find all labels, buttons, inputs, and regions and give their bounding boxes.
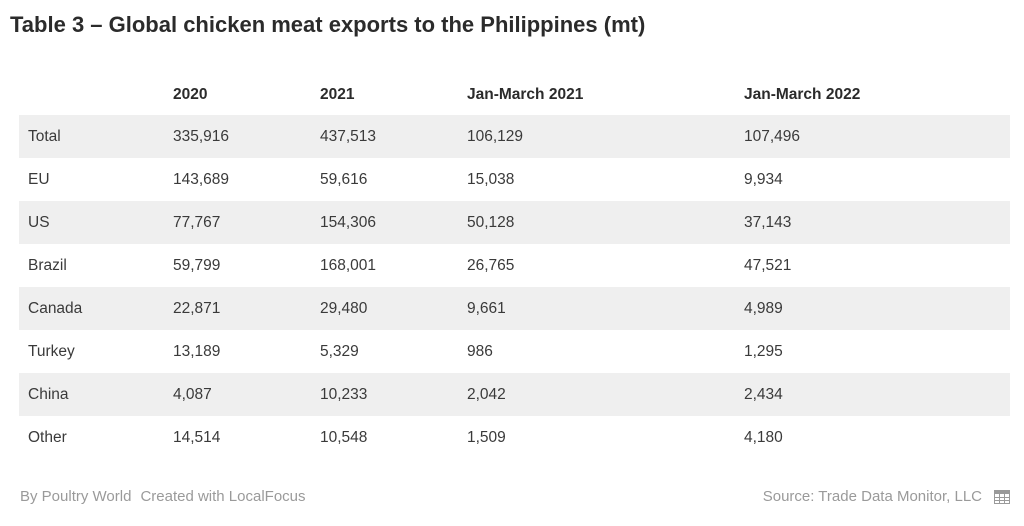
column-header: 2020	[173, 85, 208, 103]
header-row: 2020 2021 Jan-March 2021 Jan-March 2022	[19, 74, 1010, 115]
table-row: Turkey 13,189 5,329 986 1,295	[19, 330, 1010, 373]
table-cell: 335,916	[173, 115, 320, 158]
table-cell: 77,767	[173, 201, 320, 244]
table-row: EU 143,689 59,616 15,038 9,934	[19, 158, 1010, 201]
table-cell: 47,521	[744, 256, 792, 274]
table-cell: 13,189	[173, 342, 221, 360]
table-cell: 59,799	[173, 256, 221, 274]
table-cell: 143,689	[173, 170, 230, 188]
row-label: Canada	[19, 287, 173, 330]
table-icon[interactable]	[994, 489, 1010, 504]
table-cell: 1,509	[467, 428, 506, 446]
row-label: Brazil	[28, 256, 67, 274]
table-cell: 154,306	[320, 201, 467, 244]
table-cell: 4,989	[744, 287, 1010, 330]
table-cell: 26,765	[467, 256, 515, 274]
table-row: China 4,087 10,233 2,042 2,434	[19, 373, 1010, 416]
table-cell: 37,143	[744, 201, 1010, 244]
table-cell: 168,001	[320, 256, 377, 274]
table-row: Total 335,916 437,513 106,129 107,496	[19, 115, 1010, 158]
table-cell: 22,871	[173, 287, 320, 330]
data-table: 2020 2021 Jan-March 2021 Jan-March 2022 …	[19, 74, 1010, 459]
table-cell: 29,480	[320, 287, 467, 330]
table-cell: 9,661	[467, 287, 744, 330]
source-text: Source: Trade Data Monitor, LLC	[762, 488, 982, 505]
table-row: Other 14,514 10,548 1,509 4,180	[19, 416, 1010, 459]
table-row: Canada 22,871 29,480 9,661 4,989	[19, 287, 1010, 330]
table-cell: 59,616	[320, 170, 368, 188]
chart-title: Table 3 – Global chicken meat exports to…	[10, 12, 646, 37]
row-label: Turkey	[28, 342, 75, 360]
footer-credits: By Poultry World Created with LocalFocus	[20, 488, 306, 505]
table-cell: 986	[467, 342, 493, 360]
table-cell: 2,434	[744, 373, 1010, 416]
column-header: Jan-March 2022	[744, 85, 861, 103]
table-cell: 5,329	[320, 342, 359, 360]
table-row: Brazil 59,799 168,001 26,765 47,521	[19, 244, 1010, 287]
row-label: US	[19, 201, 173, 244]
table-cell: 4,087	[173, 373, 320, 416]
column-header: 2021	[320, 85, 355, 103]
author-link[interactable]: By Poultry World	[20, 488, 132, 505]
table-cell: 4,180	[744, 428, 783, 446]
table-cell: 106,129	[467, 115, 744, 158]
column-header: Jan-March 2021	[467, 85, 584, 103]
localfocus-link[interactable]: Created with LocalFocus	[140, 488, 306, 505]
table-cell: 2,042	[467, 373, 744, 416]
row-label: EU	[28, 170, 50, 188]
table-cell: 15,038	[467, 170, 515, 188]
table-cell: 107,496	[744, 115, 1010, 158]
table-cell: 10,233	[320, 373, 467, 416]
table-cell: 50,128	[467, 201, 744, 244]
column-header	[19, 74, 173, 115]
table-row: US 77,767 154,306 50,128 37,143	[19, 201, 1010, 244]
table-cell: 1,295	[744, 342, 783, 360]
table-cell: 9,934	[744, 170, 783, 188]
row-label: Total	[19, 115, 173, 158]
table-cell: 437,513	[320, 115, 467, 158]
row-label: China	[19, 373, 173, 416]
footer-source: Source: Trade Data Monitor, LLC	[763, 488, 1010, 505]
row-label: Other	[28, 428, 67, 446]
table-cell: 10,548	[320, 428, 368, 446]
table-cell: 14,514	[173, 428, 221, 446]
